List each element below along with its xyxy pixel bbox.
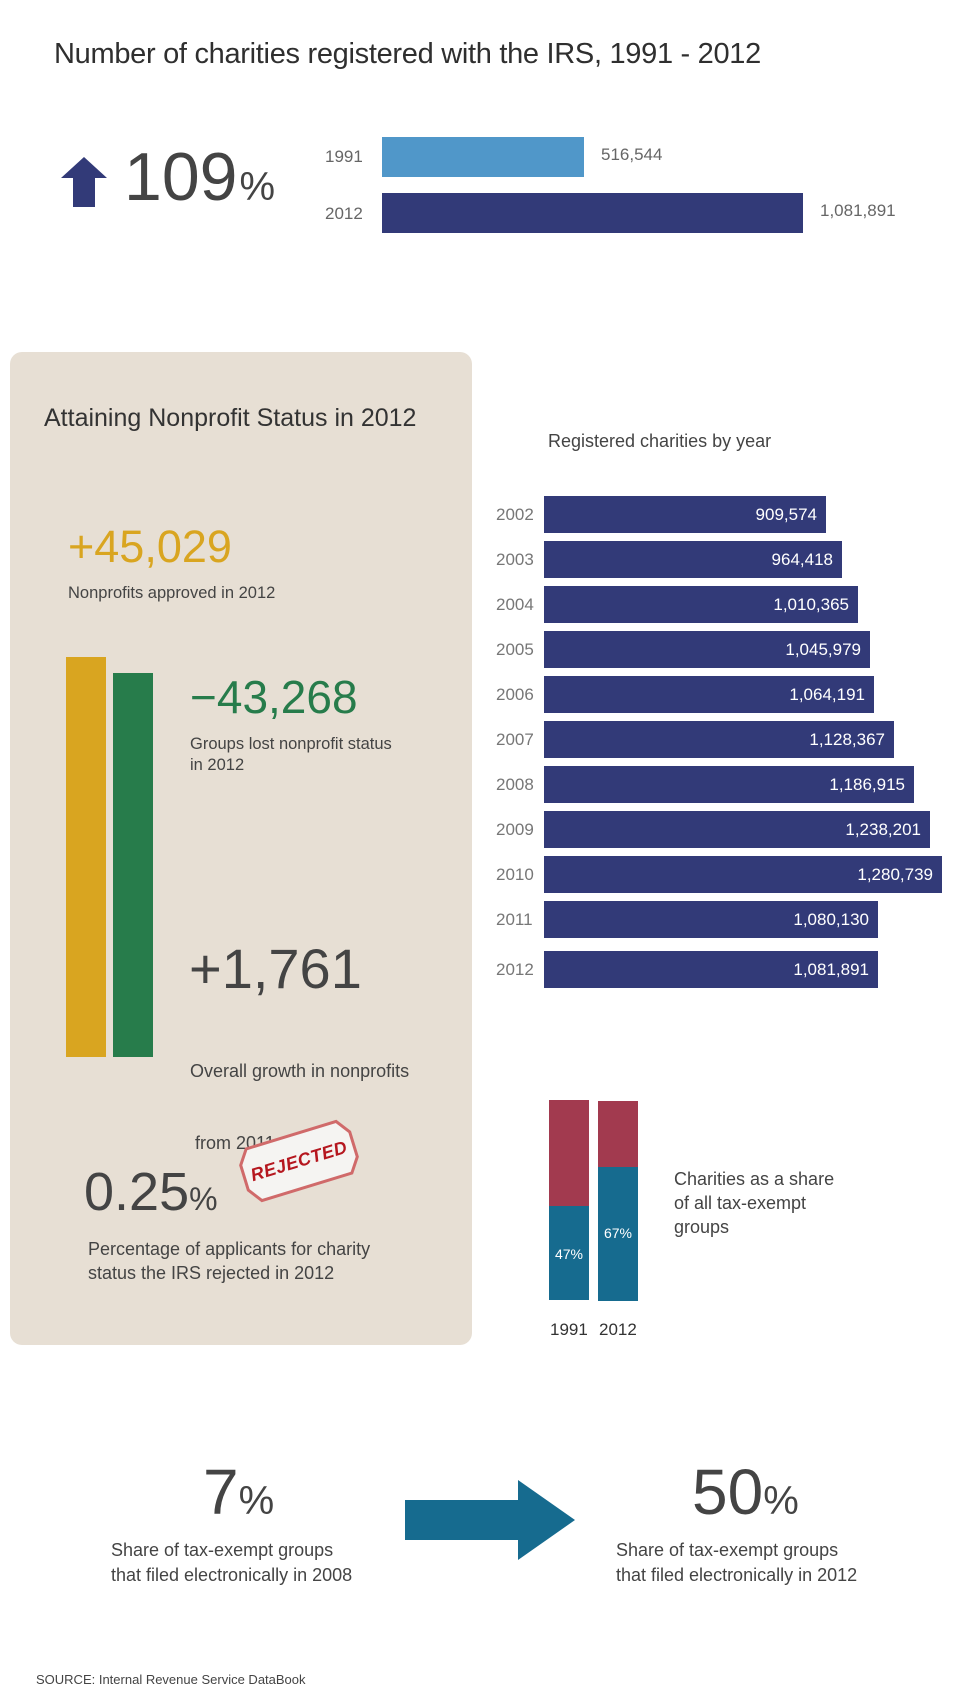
year-label: 2009 [496, 820, 534, 839]
year-bar-2004: 1,010,365 [544, 586, 858, 623]
share-caption-line2: of all tax-exempt [674, 1193, 807, 1213]
year-label: 2007 [496, 730, 534, 749]
rejected-caption: Percentage of applicants for charity sta… [88, 1237, 370, 1285]
year-bar-2010: 1,280,739 [544, 856, 942, 893]
growth-value-2011: +1,761 [189, 937, 362, 1000]
rejected-caption-line1: Percentage of applicants for charity [88, 1239, 371, 1259]
growth-value: 109 [124, 139, 238, 215]
comparison-value-2012: 1,081,891 [820, 201, 896, 220]
right-arrow-icon [405, 1480, 575, 1560]
year-label: 2005 [496, 640, 534, 659]
year-label: 2004 [496, 595, 534, 614]
comparison-label-1991: 1991 [325, 147, 363, 166]
share-charities-1991: 47% [549, 1206, 589, 1300]
lost-bar [113, 673, 153, 1057]
yearly-chart-title: Registered charities by year [548, 431, 772, 451]
comparison-label-2012: 2012 [325, 204, 363, 223]
rejected-percentage: 0.25% [84, 1162, 218, 1222]
efile-2012-caption: Share of tax-exempt groups that filed el… [616, 1538, 857, 1588]
rejected-stamp-icon: REJECTED [234, 1116, 364, 1206]
page-title: Number of charities registered with the … [54, 38, 761, 70]
approved-value: +45,029 [68, 521, 232, 572]
year-label: 2003 [496, 550, 534, 569]
year-label: 2011 [496, 910, 533, 929]
year-bar-2009: 1,238,201 [544, 811, 930, 848]
share-caption-line1: Charities as a share [674, 1169, 835, 1189]
share-charities-2012: 67% [598, 1167, 638, 1301]
share-other-2012 [598, 1101, 638, 1167]
year-label: 2012 [496, 960, 534, 979]
year-bar-2002: 909,574 [544, 496, 826, 533]
year-bar-2005: 1,045,979 [544, 631, 870, 668]
year-label: 2006 [496, 685, 534, 704]
efile-2008-unit: % [238, 1479, 275, 1523]
growth-caption-line1: Overall growth in nonprofits [190, 1061, 410, 1081]
year-label: 2010 [496, 865, 534, 884]
year-bar-2012: 1,081,891 [544, 951, 878, 988]
lost-caption: Groups lost nonprofit status in 2012 [190, 734, 392, 776]
comparison-value-1991: 516,544 [601, 145, 663, 164]
approved-caption: Nonprofits approved in 2012 [68, 584, 276, 602]
year-label: 2008 [496, 775, 534, 794]
approved-bar [66, 657, 106, 1057]
panel-title: Attaining Nonprofit Status in 2012 [44, 404, 417, 432]
share-caption: Charities as a share of all tax-exempt g… [674, 1167, 874, 1239]
comparison-bar-2012 [382, 193, 803, 233]
share-caption-line3: groups [674, 1217, 730, 1237]
comparison-bar-1991 [382, 137, 584, 177]
efile-2012-caption-line1: Share of tax-exempt groups [616, 1540, 839, 1560]
rejected-value: 0.25 [84, 1162, 190, 1222]
rejected-unit: % [189, 1181, 218, 1217]
rejected-caption-line2: status the IRS rejected in 2012 [88, 1263, 335, 1283]
source-note: SOURCE: Internal Revenue Service DataBoo… [36, 1672, 306, 1687]
share-year-1991: 1991 [550, 1320, 588, 1339]
efile-2008-caption: Share of tax-exempt groups that filed el… [111, 1538, 352, 1588]
efile-2012-caption-line2: that filed electronically in 2012 [616, 1565, 858, 1585]
lost-caption-line2: in 2012 [190, 756, 245, 774]
year-bar-2007: 1,128,367 [544, 721, 894, 758]
efile-2012-value: 50 [692, 1456, 764, 1528]
year-bar-2011: 1,080,130 [544, 901, 878, 938]
efile-2008-caption-line2: that filed electronically in 2008 [111, 1565, 353, 1585]
up-arrow-icon [61, 157, 107, 207]
year-bar-2008: 1,186,915 [544, 766, 914, 803]
year-bar-2003: 964,418 [544, 541, 842, 578]
efile-2008-percentage: 7% [203, 1460, 274, 1524]
growth-unit: % [239, 165, 276, 209]
lost-value: −43,268 [190, 671, 358, 723]
lost-caption-line1: Groups lost nonprofit status [190, 735, 392, 753]
growth-percentage: 109% [124, 143, 275, 211]
efile-2012-unit: % [763, 1479, 799, 1523]
efile-2008-value: 7 [203, 1456, 239, 1528]
efile-2008-caption-line1: Share of tax-exempt groups [111, 1540, 334, 1560]
efile-2012-percentage: 50% [692, 1460, 799, 1524]
share-year-2012: 2012 [599, 1320, 637, 1339]
year-bar-2006: 1,064,191 [544, 676, 874, 713]
year-label: 2002 [496, 505, 534, 524]
share-other-1991 [549, 1100, 589, 1206]
